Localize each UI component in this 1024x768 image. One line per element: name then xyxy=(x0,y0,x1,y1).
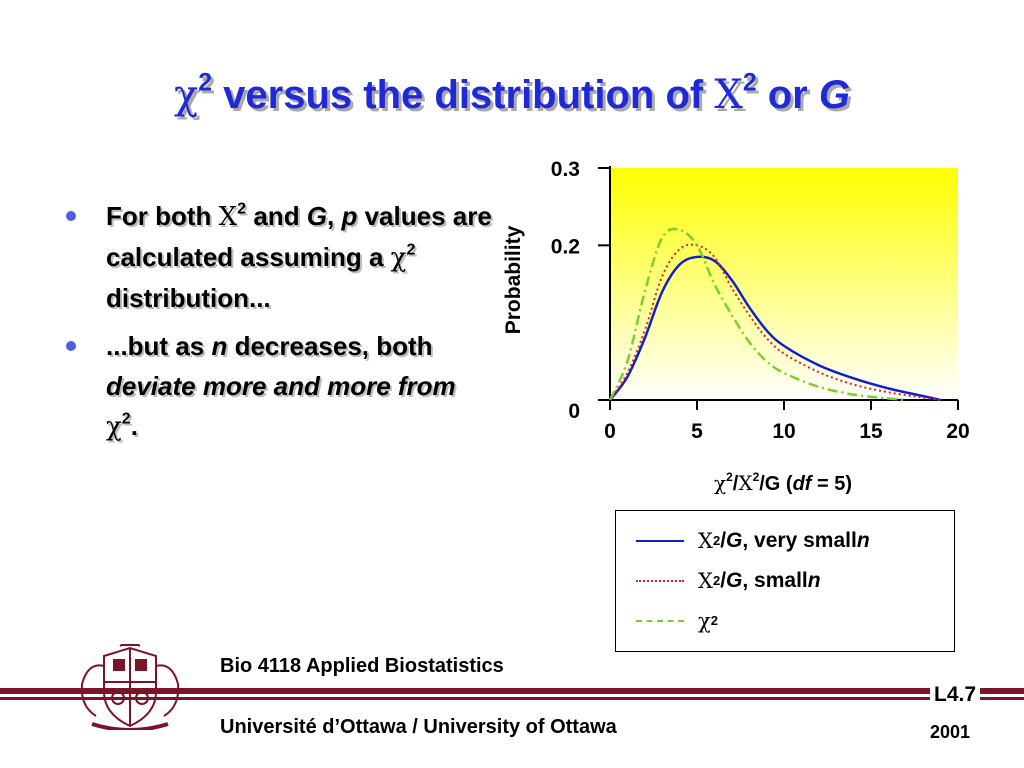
y-tick-label: 0 xyxy=(568,400,580,423)
x-label-text: /G ( xyxy=(759,473,793,495)
legend-entry-very-small-n: X 2/G, very small n xyxy=(636,527,870,555)
title-chi-symbol: χ xyxy=(174,72,199,118)
title-x-symbol: X xyxy=(714,72,743,118)
footer-divider xyxy=(0,697,1024,700)
x-axis-label: χ2/X2/G (df = 5) xyxy=(714,470,852,495)
n-symbol: n xyxy=(211,331,228,361)
legend-text: , small xyxy=(742,569,808,592)
tick-labels: 0 5 10 15 20 0 0.2 0.3 xyxy=(551,160,970,443)
course-title: Bio 4118 Applied Biostatistics xyxy=(220,655,504,677)
university-name: Université d’Ottawa / University of Otta… xyxy=(220,716,617,738)
legend-text: , very small xyxy=(742,529,857,552)
slide-title: χ2 versus the distribution of X2 or G xyxy=(0,69,1024,118)
x-label-chi: χ xyxy=(714,471,726,495)
x-symbol: X xyxy=(218,202,238,232)
bullet-dot xyxy=(66,211,76,221)
superscript: 2 xyxy=(121,409,131,428)
legend-text: / xyxy=(720,569,727,592)
y-axis-label: Probability xyxy=(502,225,525,334)
x-label-text: = 5) xyxy=(811,473,852,495)
x-label-sup: 2 xyxy=(726,470,733,484)
superscript: 2 xyxy=(237,199,247,218)
series-line-1 xyxy=(609,243,941,401)
bullet-item-1: For both X2 and G, p values are calculat… xyxy=(62,196,492,318)
x-label-x: X xyxy=(738,471,753,495)
legend-g: G xyxy=(726,529,743,552)
footer-divider xyxy=(0,688,1024,694)
legend-text: / xyxy=(720,529,727,552)
bullet-text: and xyxy=(246,201,307,231)
legend-x-symbol: X xyxy=(698,529,713,553)
bullet-text: , xyxy=(327,201,342,231)
title-sup-1: 2 xyxy=(198,69,213,97)
legend-swatch xyxy=(636,620,684,622)
legend-x-symbol: X xyxy=(698,569,713,593)
x-label-slash: / xyxy=(733,473,739,495)
title-or: or xyxy=(756,73,819,117)
series-line-0 xyxy=(609,255,941,402)
lecture-number: L4.7 xyxy=(930,683,981,707)
y-tick-label: 0.2 xyxy=(551,235,580,258)
bullet-text: values are calculated assuming a xyxy=(106,201,492,272)
year-label: 2001 xyxy=(930,722,971,742)
bullet-item-2: ...but as n decreases, both deviate more… xyxy=(62,326,492,447)
g-symbol: G xyxy=(306,201,328,231)
x-tick-label: 15 xyxy=(859,420,883,443)
distribution-chart: 0 5 10 15 20 0 0.2 0.3 Probability χ2/X2/G (df … xyxy=(502,160,970,495)
legend-n: n xyxy=(807,569,821,592)
legend-swatch xyxy=(636,540,684,542)
university-crest-logo xyxy=(80,644,180,730)
plot-area xyxy=(610,168,958,400)
legend-n: n xyxy=(856,529,870,552)
legend-entry-small-n: X 2/G, small n xyxy=(636,567,821,595)
bullet-dot xyxy=(66,341,76,351)
chart-axes xyxy=(598,166,959,410)
bullet-text: decreases, both xyxy=(227,331,433,361)
chart-series xyxy=(608,227,941,402)
x-tick-label: 0 xyxy=(604,420,616,443)
series-line-2 xyxy=(608,227,906,402)
title-sup-2: 2 xyxy=(742,69,757,97)
bullet-text: For both xyxy=(106,201,219,231)
legend-chi-symbol: χ xyxy=(698,609,711,633)
title-g: G xyxy=(818,73,850,117)
chi-symbol: χ xyxy=(106,412,122,442)
bullet-list: For both X2 and G, p values are calculat… xyxy=(62,196,492,455)
x-tick-label: 10 xyxy=(772,420,795,443)
y-tick-label: 0.3 xyxy=(551,160,580,181)
legend-swatch xyxy=(636,580,684,582)
chi-symbol: χ xyxy=(390,243,407,273)
legend-g: G xyxy=(726,569,743,592)
superscript: 2 xyxy=(406,240,416,259)
title-text: versus the distribution of xyxy=(212,73,715,117)
bullet-emphasis: deviate more and more from xyxy=(106,371,456,401)
bullet-text: distribution... xyxy=(106,283,271,313)
x-label-df: df xyxy=(793,473,814,495)
x-label-sup: 2 xyxy=(753,470,760,484)
p-symbol: p xyxy=(341,201,358,231)
bullet-text: . xyxy=(130,411,138,441)
bullet-text: ...but as xyxy=(106,331,212,361)
x-tick-label: 5 xyxy=(691,420,703,443)
x-tick-label: 20 xyxy=(946,420,969,443)
